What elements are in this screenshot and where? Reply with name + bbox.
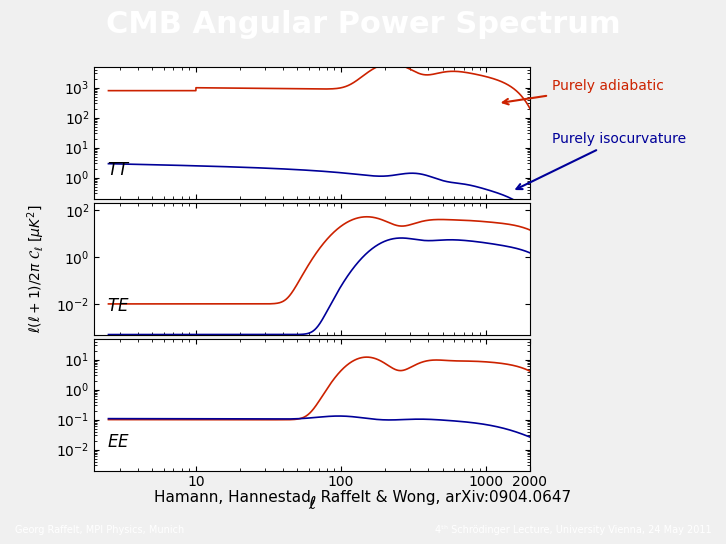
Text: $\it{EE}$: $\it{EE}$: [107, 433, 131, 451]
Text: $\it{TE}$: $\it{TE}$: [107, 297, 130, 315]
X-axis label: ℓ: ℓ: [309, 495, 316, 513]
Text: $\it{TT}$: $\it{TT}$: [107, 161, 131, 179]
Text: Purely adiabatic: Purely adiabatic: [503, 79, 664, 104]
Text: Hamann, Hannestad, Raffelt & Wong, arXiv:0904.0647: Hamann, Hannestad, Raffelt & Wong, arXiv…: [155, 490, 571, 505]
Text: 4ᵗʰ Schrödinger Lecture, University Vienna, 24 May 2011: 4ᵗʰ Schrödinger Lecture, University Vien…: [435, 526, 711, 535]
Text: $\ell(\ell+1)/2\pi\ \mathcal{C}_\ell\ [\mu K^2]$: $\ell(\ell+1)/2\pi\ \mathcal{C}_\ell\ [\…: [25, 205, 47, 333]
Text: Purely isocurvature: Purely isocurvature: [516, 132, 686, 189]
Text: Georg Raffelt, MPI Physics, Munich: Georg Raffelt, MPI Physics, Munich: [15, 526, 184, 535]
Text: CMB Angular Power Spectrum: CMB Angular Power Spectrum: [106, 10, 620, 39]
